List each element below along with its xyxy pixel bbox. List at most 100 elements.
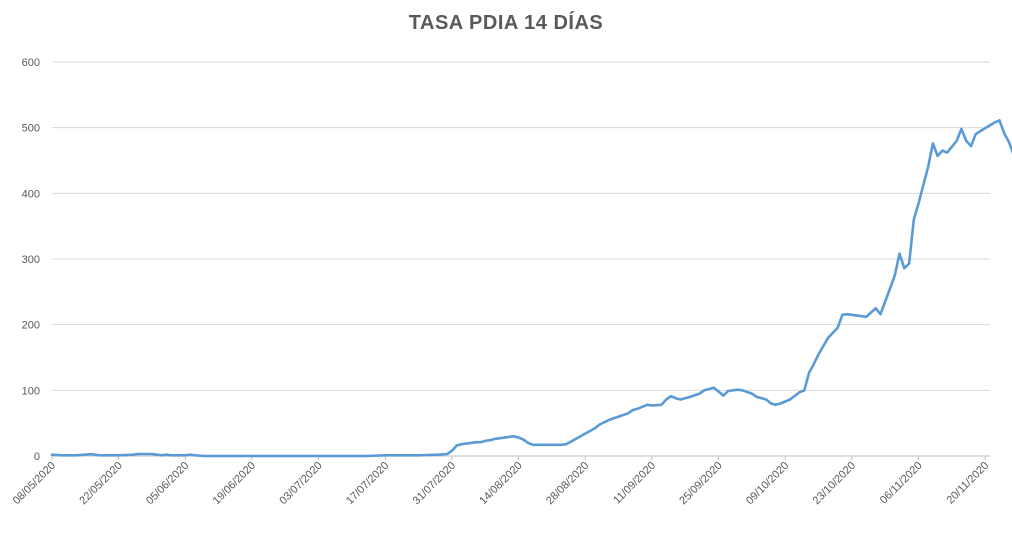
data-point <box>436 453 439 456</box>
data-point <box>317 454 320 458</box>
x-tick-label: 31/07/2020 <box>411 460 458 507</box>
data-point <box>579 435 582 438</box>
data-point <box>469 441 473 445</box>
data-point <box>807 371 811 374</box>
data-point <box>798 391 801 394</box>
data-point <box>722 394 725 397</box>
data-point <box>650 404 654 407</box>
data-point <box>769 402 773 405</box>
x-tick-label: 25/09/2020 <box>677 460 724 507</box>
x-tick-label: 23/10/2020 <box>811 460 858 507</box>
data-point <box>836 326 839 330</box>
data-point <box>907 262 911 265</box>
data-point <box>588 429 592 433</box>
data-point <box>74 454 78 457</box>
data-point <box>679 398 682 401</box>
data-point <box>998 119 1001 122</box>
data-point <box>755 395 758 399</box>
data-point <box>450 449 454 452</box>
data-point <box>165 453 168 456</box>
data-point <box>531 443 535 446</box>
data-point <box>569 440 573 443</box>
x-tick-label: 03/07/2020 <box>277 460 324 507</box>
data-point <box>560 443 563 446</box>
data-point <box>846 313 849 316</box>
data-point <box>665 398 668 401</box>
data-point <box>812 362 815 366</box>
x-tick-label: 22/05/2020 <box>77 460 124 507</box>
data-point <box>646 403 649 406</box>
data-point <box>955 139 958 142</box>
y-tick-label: 400 <box>22 188 40 200</box>
data-point <box>88 452 92 456</box>
data-point <box>898 252 901 255</box>
data-point <box>365 454 368 458</box>
data-point <box>446 452 449 456</box>
x-tick-label: 11/09/2020 <box>611 460 658 507</box>
data-point <box>926 165 930 169</box>
y-tick-label: 600 <box>22 57 40 69</box>
data-point <box>741 389 744 392</box>
data-point <box>774 403 777 406</box>
x-tick-label: 09/10/2020 <box>744 460 791 507</box>
data-point <box>941 149 944 152</box>
data-point <box>607 418 611 422</box>
data-point <box>517 436 520 439</box>
data-point <box>765 398 768 401</box>
data-point <box>626 412 630 415</box>
data-point <box>98 454 101 457</box>
data-point <box>565 443 568 446</box>
data-point <box>231 454 235 458</box>
series-points <box>50 119 1011 458</box>
x-tick-label: 20/11/2020 <box>945 460 992 507</box>
data-point <box>184 454 187 457</box>
data-point <box>788 398 792 401</box>
data-point <box>698 392 701 395</box>
data-point <box>865 315 868 318</box>
data-point <box>969 144 973 148</box>
x-tick-label: 06/11/2020 <box>878 460 925 507</box>
data-point <box>417 454 420 457</box>
data-point <box>826 336 830 339</box>
x-tick-label: 19/06/2020 <box>211 460 258 507</box>
data-point <box>893 274 896 277</box>
data-point <box>598 423 601 426</box>
data-point <box>50 453 54 456</box>
data-point <box>493 437 496 441</box>
data-point <box>669 395 673 398</box>
data-point <box>398 454 401 457</box>
data-point <box>150 452 154 456</box>
data-point <box>60 454 63 457</box>
data-point <box>779 402 782 405</box>
data-point <box>979 129 982 133</box>
data-point <box>712 386 715 389</box>
data-point <box>617 415 620 418</box>
data-point <box>160 454 163 457</box>
data-point <box>193 454 196 457</box>
data-point <box>736 388 739 391</box>
chart-title: TASA PDIA 14 DÍAS <box>408 12 604 34</box>
data-point <box>474 441 477 444</box>
data-point <box>879 313 882 316</box>
data-point <box>903 267 906 270</box>
data-point <box>917 202 920 205</box>
data-point <box>912 218 915 221</box>
data-point <box>455 444 458 447</box>
data-point <box>965 139 968 142</box>
x-tick-label: 08/05/2020 <box>11 460 58 507</box>
data-point <box>660 403 663 406</box>
x-tick-label: 17/07/2020 <box>344 460 391 507</box>
data-point <box>874 307 877 310</box>
data-point <box>203 454 206 458</box>
data-point <box>488 439 492 442</box>
data-point <box>726 389 730 393</box>
x-tick-label: 14/08/2020 <box>477 460 524 507</box>
data-point <box>384 454 387 457</box>
data-point <box>503 436 506 439</box>
data-point <box>636 407 639 410</box>
x-tick-label: 28/08/2020 <box>544 460 591 507</box>
x-tick-label: 05/06/2020 <box>144 460 191 507</box>
data-point <box>974 133 977 136</box>
data-point <box>960 127 963 131</box>
